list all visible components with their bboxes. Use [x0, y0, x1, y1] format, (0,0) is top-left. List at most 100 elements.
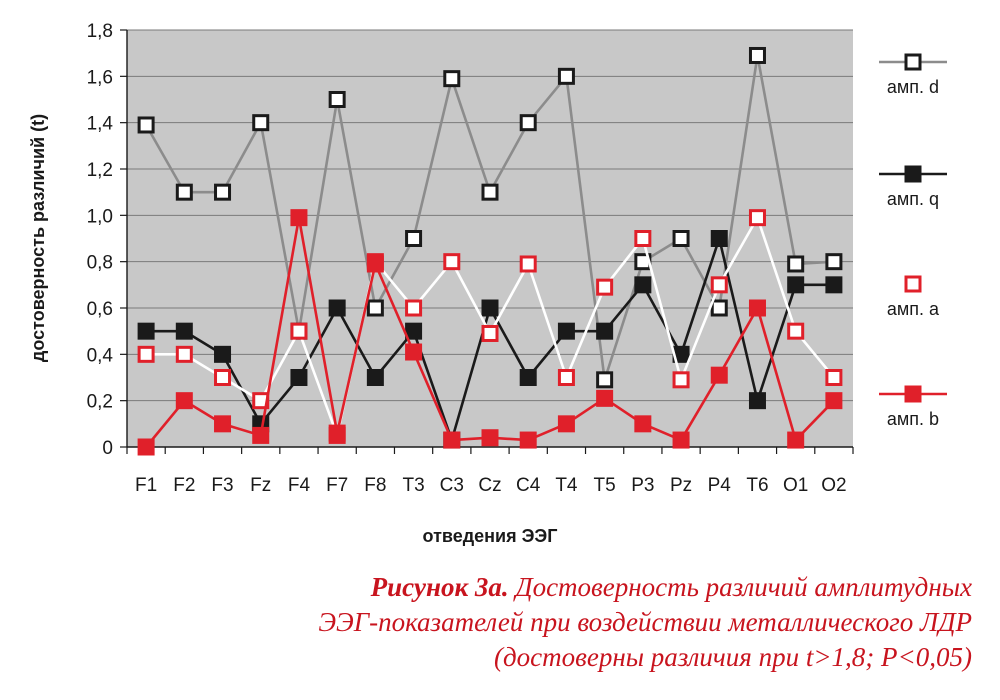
x-tick-label: C3	[440, 475, 464, 496]
data-point	[825, 253, 843, 271]
data-point	[557, 369, 575, 386]
data-point	[596, 278, 614, 296]
data-point	[214, 345, 232, 363]
data-point	[519, 255, 537, 273]
data-point	[366, 255, 384, 273]
x-tick-label: T6	[746, 475, 768, 496]
x-tick-label: F7	[326, 475, 348, 496]
data-point	[405, 343, 423, 361]
data-point	[175, 322, 193, 340]
data-point	[405, 299, 423, 317]
data-point	[748, 46, 766, 64]
data-point	[252, 426, 270, 444]
data-point	[672, 230, 690, 247]
x-axis-title: отведения ЭЭГ	[423, 526, 558, 546]
data-point	[634, 276, 652, 294]
y-tick-label: 0,4	[87, 345, 114, 366]
x-tick-label: Fz	[250, 475, 271, 496]
data-point	[175, 183, 193, 201]
data-point	[137, 345, 155, 363]
legend-label: амп. q	[887, 189, 939, 209]
data-point	[519, 369, 537, 386]
data-point	[825, 392, 843, 410]
caption-line-2: ЭЭГ-показателей при воздействии металлич…	[318, 607, 972, 637]
x-tick-label: F1	[135, 475, 157, 496]
x-tick-label: P4	[708, 475, 732, 496]
data-point	[748, 392, 766, 410]
legend-marker	[904, 165, 922, 183]
x-tick-label: O1	[783, 475, 808, 496]
data-point	[137, 116, 155, 134]
x-tick-label: Pz	[670, 475, 692, 496]
data-point	[137, 438, 155, 456]
data-point	[443, 253, 461, 271]
data-point	[481, 429, 499, 447]
data-point	[290, 369, 308, 386]
data-point	[710, 366, 728, 384]
data-point	[710, 230, 728, 247]
y-axis-title: достоверность различий (t)	[28, 114, 48, 362]
data-point	[672, 431, 690, 449]
plot-area	[127, 30, 853, 447]
data-point	[366, 369, 384, 386]
data-point	[557, 322, 575, 340]
data-point	[787, 322, 805, 340]
data-point	[405, 230, 423, 247]
data-point	[596, 322, 614, 340]
data-point	[787, 431, 805, 449]
y-tick-label: 0,2	[87, 392, 113, 413]
y-tick-label: 1,8	[87, 21, 113, 42]
data-point	[787, 276, 805, 294]
y-tick-label: 1,4	[87, 114, 114, 135]
legend-marker	[904, 385, 922, 403]
data-point	[825, 276, 843, 294]
caption-title-start: Достоверность различий амплитудных	[508, 572, 972, 602]
data-point	[634, 415, 652, 433]
x-tick-label: F4	[288, 475, 311, 496]
legend-label: амп. b	[887, 409, 939, 429]
line-chart: 0 0,2 0,4 0,6 0,8 1,0 1,2 1,4 1,6 1,8 F1 F2 F3 Fz F4 F7…	[28, 21, 947, 546]
data-point	[366, 299, 384, 317]
data-point	[443, 431, 461, 449]
data-point	[214, 369, 232, 386]
data-point	[328, 91, 346, 108]
data-point	[557, 67, 575, 85]
x-tick-label: T3	[402, 475, 424, 496]
data-point	[290, 209, 308, 227]
caption-figure-number: Рисунок 3а.	[370, 572, 509, 602]
data-point	[481, 183, 499, 201]
data-point	[519, 114, 537, 132]
x-tick-label: T5	[594, 475, 616, 496]
series-layer	[137, 46, 843, 456]
x-tick-label: P3	[631, 475, 654, 496]
x-tick-label: C4	[516, 475, 541, 496]
legend-label: амп. a	[887, 299, 940, 319]
data-point	[519, 431, 537, 449]
data-point	[710, 299, 728, 317]
data-point	[175, 345, 193, 363]
data-point	[443, 70, 461, 88]
x-tick-label: F8	[364, 475, 386, 496]
data-point	[214, 183, 232, 201]
y-tick-label: 1,2	[87, 160, 113, 181]
y-tick-label: 1,0	[87, 206, 113, 227]
data-point	[825, 369, 843, 386]
data-point	[328, 424, 346, 442]
y-tick-label: 0	[102, 438, 113, 459]
data-point	[405, 322, 423, 340]
y-tick-label: 0,8	[87, 253, 113, 274]
legend-label: амп. d	[887, 77, 939, 97]
data-point	[137, 322, 155, 340]
data-point	[481, 299, 499, 317]
legend-marker	[904, 275, 922, 293]
x-tick-label: F2	[173, 475, 195, 496]
x-tick-label: F3	[211, 475, 233, 496]
data-point	[634, 230, 652, 247]
axes: 0 0,2 0,4 0,6 0,8 1,0 1,2 1,4 1,6 1,8 F1 F2 F3 Fz F4 F7…	[87, 21, 854, 496]
y-tick-label: 0,6	[87, 299, 113, 320]
data-point	[252, 114, 270, 132]
data-point	[787, 255, 805, 273]
data-point	[214, 415, 232, 433]
data-point	[175, 392, 193, 410]
data-point	[672, 371, 690, 389]
